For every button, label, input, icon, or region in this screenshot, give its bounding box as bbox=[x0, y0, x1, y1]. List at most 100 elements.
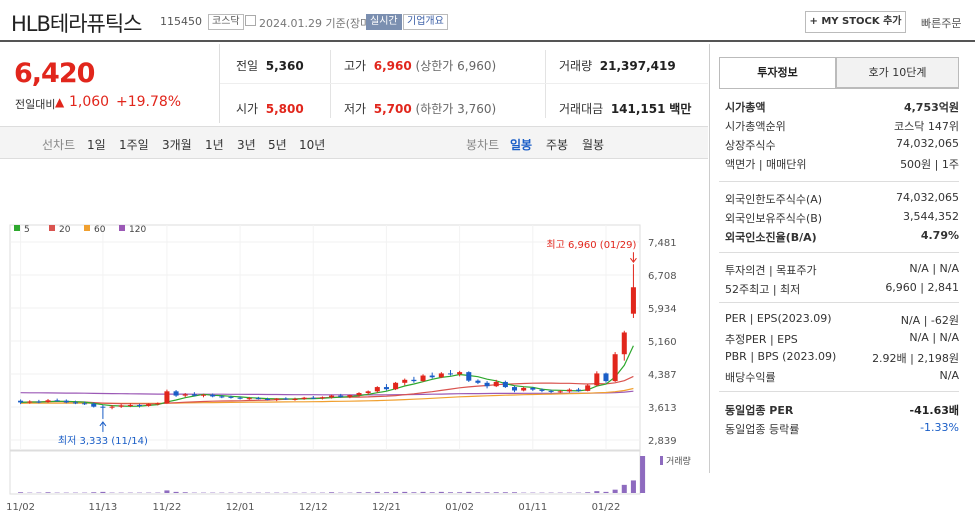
invest-info-key: 외국인보유주식수(B) bbox=[725, 210, 822, 226]
invest-info-row: 동일업종 PER-41.63배 bbox=[725, 402, 959, 416]
candle-body bbox=[247, 398, 252, 399]
y-tick-label: 6,708 bbox=[648, 271, 677, 282]
candle-body bbox=[503, 382, 508, 387]
invest-info-row: 외국인보유주식수(B)3,544,352 bbox=[725, 210, 959, 224]
legend-label: 60 bbox=[94, 225, 106, 235]
invest-info-value: 74,032,065 bbox=[896, 137, 959, 150]
invest-info-value: 500원 | 1주 bbox=[900, 156, 959, 172]
volume-label: 거래량 bbox=[559, 59, 592, 73]
candle-body bbox=[567, 390, 572, 392]
invest-info-key: 동일업종 등락률 bbox=[725, 421, 799, 437]
volume-bar bbox=[485, 492, 490, 493]
candle-body bbox=[613, 354, 618, 381]
invest-info-key: 52주최고 | 최저 bbox=[725, 281, 800, 297]
tab-candle-weekly[interactable]: 주봉 bbox=[546, 136, 568, 153]
tab-period-10y[interactable]: 10년 bbox=[299, 136, 325, 153]
tab-order-book[interactable]: 호가 10단계 bbox=[836, 57, 959, 88]
tab-candle-daily[interactable]: 일봉 bbox=[510, 136, 532, 153]
invest-info-key: PBR | BPS (2023.09) bbox=[725, 350, 836, 363]
price-box: 6,420 전일대비 ▲ 1,060 +19.78% bbox=[0, 44, 220, 123]
volume-bar bbox=[631, 480, 636, 493]
candle-body bbox=[18, 401, 23, 403]
stock-chart: 7,4816,7085,9345,1604,3873,6132,83911/02… bbox=[0, 179, 708, 517]
tab-invest-info[interactable]: 투자정보 bbox=[719, 57, 836, 88]
candle-body bbox=[622, 332, 627, 354]
volume-bar bbox=[640, 456, 645, 493]
candle-body bbox=[228, 397, 233, 398]
volume-bar bbox=[411, 492, 416, 493]
candle-body bbox=[558, 391, 563, 392]
invest-info-value: 4,753억원 bbox=[904, 99, 959, 115]
change-label: 전일대비 bbox=[15, 96, 55, 112]
candle-body bbox=[475, 381, 480, 383]
invest-info-value: 4.79% bbox=[921, 229, 959, 242]
tab-period-1y[interactable]: 1년 bbox=[205, 136, 224, 153]
change-percent: +19.78% bbox=[116, 94, 181, 110]
candle-body bbox=[36, 402, 41, 403]
legend-swatch bbox=[49, 225, 55, 231]
candle-body bbox=[430, 376, 435, 378]
candle-body bbox=[174, 391, 179, 395]
tab-period-5y[interactable]: 5년 bbox=[268, 136, 287, 153]
candle-body bbox=[585, 385, 590, 391]
stock-code: 115450 bbox=[160, 15, 202, 28]
add-mystock-button[interactable]: + MY STOCK 추가 bbox=[805, 11, 906, 33]
company-overview-dropdown[interactable]: 기업개요 bbox=[403, 14, 448, 30]
candle-body bbox=[183, 394, 188, 395]
volume-legend-swatch bbox=[660, 456, 663, 465]
candle-body bbox=[64, 401, 69, 403]
legend-swatch bbox=[14, 225, 20, 231]
change-value: 1,060 bbox=[69, 94, 109, 110]
volume-bar bbox=[91, 492, 96, 493]
high-label: 고가 bbox=[344, 59, 366, 73]
current-price: 6,420 bbox=[14, 58, 94, 89]
candle-body bbox=[119, 405, 124, 406]
invest-info-key: PER | EPS(2023.09) bbox=[725, 312, 832, 325]
open-label: 시가 bbox=[236, 102, 258, 116]
volume-bar bbox=[613, 490, 618, 493]
volume-bar bbox=[384, 492, 389, 493]
x-tick-label: 11/02 bbox=[6, 502, 35, 513]
candle-body bbox=[375, 387, 380, 391]
realtime-button[interactable]: 실시간 bbox=[366, 14, 402, 30]
candle-body bbox=[100, 407, 105, 408]
quick-order-link[interactable]: 빠른주문 bbox=[921, 15, 961, 31]
candle-body bbox=[356, 393, 361, 395]
tab-candle-monthly[interactable]: 월봉 bbox=[582, 136, 604, 153]
invest-info-row: 외국인소진율(B/A)4.79% bbox=[725, 229, 959, 243]
tab-period-3y[interactable]: 3년 bbox=[237, 136, 256, 153]
candle-body bbox=[603, 373, 608, 381]
tab-period-1w[interactable]: 1주일 bbox=[119, 136, 149, 153]
candle-body bbox=[155, 403, 160, 404]
volume-bar bbox=[393, 492, 398, 493]
divider bbox=[545, 50, 546, 118]
candle-body bbox=[55, 400, 60, 401]
y-tick-label: 5,160 bbox=[648, 337, 677, 348]
volume-bar bbox=[164, 490, 169, 493]
volume-bar bbox=[174, 492, 179, 493]
invest-info-row: PER | EPS(2023.09)N/A | -62원 bbox=[725, 312, 959, 326]
invest-info-value: -1.33% bbox=[920, 421, 959, 434]
y-tick-label: 5,934 bbox=[648, 304, 677, 315]
candle-body bbox=[274, 399, 279, 400]
candle-body bbox=[393, 383, 398, 389]
candle-body bbox=[265, 399, 270, 400]
candle-body bbox=[338, 396, 343, 397]
volume-bar bbox=[457, 492, 462, 493]
invest-info-key: 액면가 | 매매단위 bbox=[725, 156, 807, 172]
candle-body bbox=[457, 372, 462, 374]
x-tick-label: 11/22 bbox=[153, 502, 182, 513]
candle-body bbox=[631, 287, 636, 313]
amount-unit: 백만 bbox=[669, 102, 691, 116]
candle-body bbox=[421, 376, 426, 382]
line-chart-label: 선차트 bbox=[42, 136, 75, 153]
tab-period-3m[interactable]: 3개월 bbox=[162, 136, 192, 153]
volume-bar bbox=[375, 492, 380, 493]
volume-bar bbox=[329, 492, 334, 493]
tab-period-1d[interactable]: 1일 bbox=[87, 136, 106, 153]
x-tick-label: 12/21 bbox=[372, 502, 401, 513]
